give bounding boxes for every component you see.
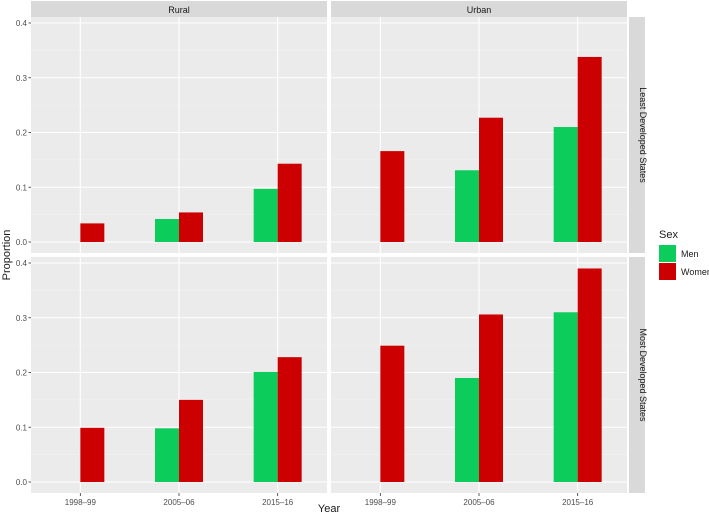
legend: Sex Men Women	[659, 229, 709, 280]
bar-women-1998-99	[380, 345, 405, 482]
bar-women-1998-99	[380, 151, 405, 242]
y-tick-label: 0.0	[16, 238, 28, 247]
y-tick-label: 0.4	[16, 19, 28, 28]
bar-women-2015-16	[277, 163, 302, 242]
row-strips: Least Developed States Most Developed St…	[629, 17, 648, 493]
strip-label-urban: Urban	[467, 5, 492, 15]
column-strips: Rural Urban	[31, 1, 627, 17]
strip-most-developed	[629, 257, 645, 493]
x-tick-label: 2015–16	[562, 498, 594, 507]
x-tick-label: 2015–16	[262, 498, 294, 507]
bar-women-2005-06	[179, 212, 203, 242]
y-tick-label: 0.0	[16, 478, 28, 487]
bar-men-2005-06	[155, 428, 179, 482]
y-tick-label: 0.4	[16, 259, 28, 268]
x-tick-labels: 1998–99 2005–06 2015–16 1998–99 2005–06 2015–…	[65, 493, 594, 507]
x-tick-label: 2005–06	[463, 498, 495, 507]
panel-urban-most-developed-states	[331, 257, 627, 493]
bar-men-2015-16	[553, 312, 578, 482]
x-axis-title: Year	[318, 503, 341, 515]
panel-rural-most-developed-states	[31, 257, 327, 493]
y-axis-title: Proportion	[1, 230, 13, 281]
bar-women-2005-06	[479, 314, 503, 482]
bar-women-2005-06	[479, 117, 503, 242]
bar-men-2005-06	[455, 377, 479, 482]
y-tick-label: 0.2	[16, 129, 28, 138]
strip-urban	[331, 1, 627, 17]
strip-least-developed	[629, 17, 645, 253]
y-tick-label: 0.3	[16, 74, 28, 83]
y-tick-label: 0.2	[16, 369, 28, 378]
legend-label-men: Men	[681, 249, 699, 259]
bar-men-2015-16	[553, 127, 578, 242]
y-tick-label: 0.1	[16, 423, 28, 432]
bar-women-1998-99	[80, 427, 105, 482]
panel-urban-least-developed-states	[331, 17, 627, 253]
bar-men-2015-16	[253, 188, 278, 242]
x-tick-label: 1998–99	[65, 498, 97, 507]
legend-title: Sex	[659, 229, 678, 241]
legend-key-men	[659, 245, 676, 262]
bar-women-2015-16	[277, 357, 302, 482]
bar-men-2005-06	[455, 170, 479, 242]
strip-label-rural: Rural	[168, 5, 190, 15]
x-tick-label: 2005–06	[163, 498, 195, 507]
legend-key-women	[659, 263, 676, 280]
strip-label-least-developed: Least Developed States	[638, 87, 648, 183]
y-tick-label: 0.3	[16, 314, 28, 323]
x-tick-label: 1998–99	[365, 498, 397, 507]
bar-women-2015-16	[577, 56, 602, 242]
panels	[31, 17, 627, 493]
strip-rural	[31, 1, 327, 17]
bar-men-2005-06	[155, 219, 179, 242]
bar-women-2005-06	[179, 399, 203, 482]
panel-rural-least-developed-states	[31, 17, 327, 253]
y-tick-label: 0.1	[16, 183, 28, 192]
y-tick-labels: 0.0 0.1 0.2 0.3 0.4 0.0 0.1 0.2 0.3 0.4	[16, 19, 31, 487]
bar-men-2015-16	[253, 371, 278, 482]
strip-label-most-developed: Most Developed States	[638, 328, 648, 422]
bar-women-2015-16	[577, 268, 602, 482]
legend-label-women: Women	[681, 267, 709, 277]
bar-women-1998-99	[80, 223, 105, 242]
